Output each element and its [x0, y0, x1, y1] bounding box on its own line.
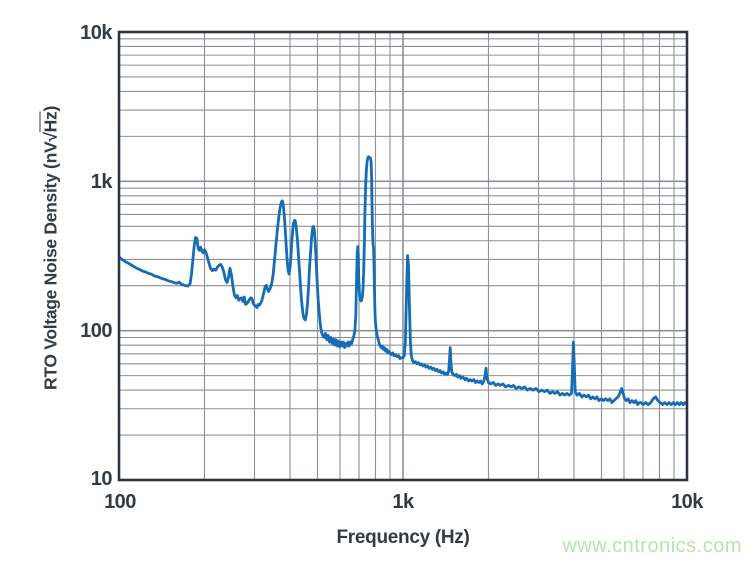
y-tick-1k: 1k — [90, 171, 113, 193]
y-axis-title-radicand: Hz — [40, 111, 61, 133]
x-tick-100: 100 — [104, 491, 136, 513]
plot-frame — [117, 30, 689, 482]
x-axis-title: Frequency (Hz) — [336, 527, 470, 548]
y-tick-10: 10 — [90, 468, 113, 490]
y-tick-10k: 10k — [80, 22, 112, 44]
x-tick-10k: 10k — [671, 491, 703, 513]
sqrt-radical-sign: √ — [40, 132, 61, 142]
y-axis-title-prefix: RTO Voltage Noise Density (nV — [40, 141, 61, 390]
watermark-text: www.cntronics.com — [562, 535, 742, 557]
x-tick-1k: 1k — [392, 491, 414, 513]
y-tick-100: 100 — [80, 320, 112, 342]
noise-density-curve — [119, 155, 687, 407]
y-axis-title: RTO Voltage Noise Density (nV√Hz) — [41, 106, 62, 390]
y-axis-title-suffix: ) — [40, 106, 61, 112]
